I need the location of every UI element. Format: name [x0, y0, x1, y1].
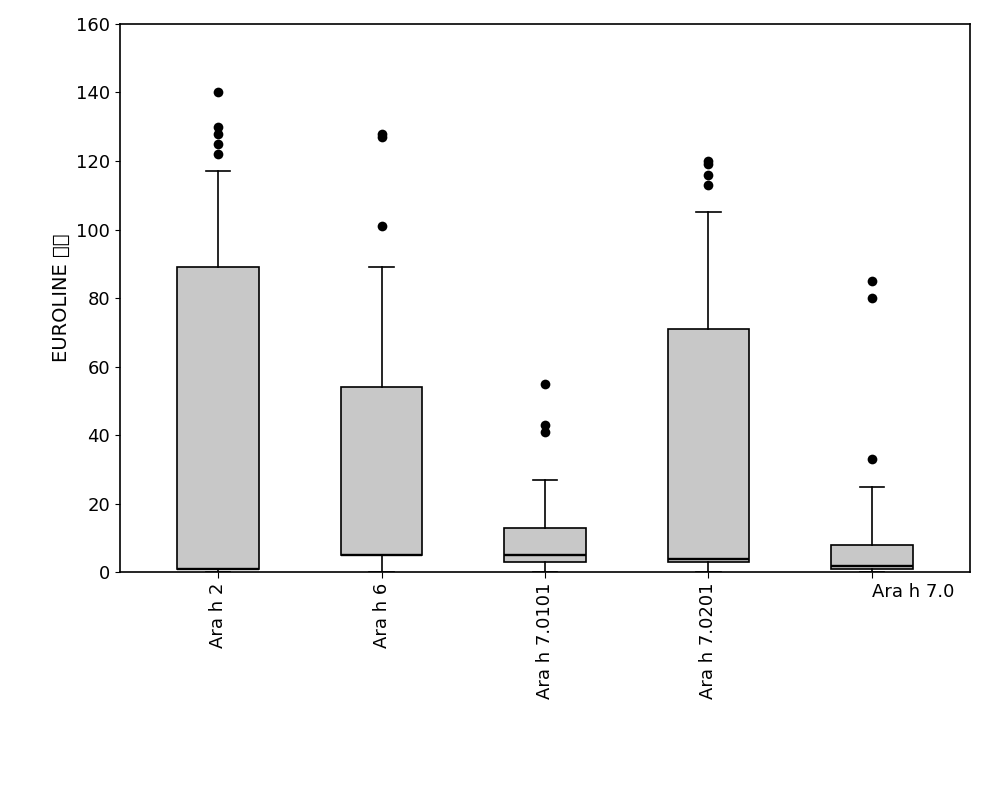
PathPatch shape	[831, 545, 913, 569]
PathPatch shape	[177, 267, 259, 569]
PathPatch shape	[668, 329, 749, 562]
Y-axis label: EUROLINE 強度: EUROLINE 強度	[52, 234, 71, 363]
PathPatch shape	[504, 528, 586, 562]
PathPatch shape	[341, 387, 422, 555]
